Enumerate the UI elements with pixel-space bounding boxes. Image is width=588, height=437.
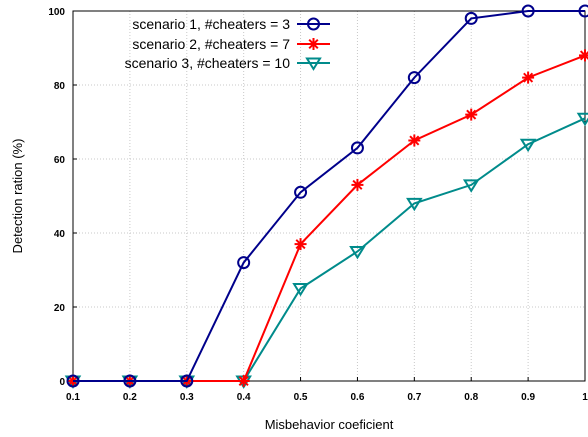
series-2-point [522, 71, 535, 84]
y-tick-label: 60 [54, 155, 66, 166]
series-2-line [73, 54, 586, 382]
series-1-point [407, 71, 421, 85]
series-3-point [406, 197, 423, 212]
series-3-point [349, 246, 366, 260]
x-tick-label: 0.7 [407, 392, 421, 403]
axis-ticks: 0.1 0.2 0.3 0.4 0.5 0.6 0.7 0.8 0.9 1 0 20 40 60 80 100 [48, 7, 588, 403]
y-tick-label: 100 [48, 7, 65, 18]
series-1-line [73, 10, 585, 382]
y-tick-label: 80 [54, 81, 66, 92]
legend-label-2: scenario 2, #cheaters = 7 [132, 36, 290, 52]
y-tick-label: 40 [54, 229, 66, 240]
series-3-point [576, 112, 588, 127]
x-tick-label: 0.2 [123, 392, 137, 403]
legend: scenario 1, #cheaters = 3 scenario 2, #ch… [125, 16, 330, 71]
series-lines [64, 4, 588, 389]
grid [73, 11, 585, 381]
series-2-point [351, 178, 364, 191]
series-2-point [408, 134, 421, 147]
x-tick-label: 0.1 [66, 392, 80, 403]
series-3-point [292, 283, 309, 297]
legend-label-1: scenario 1, #cheaters = 3 [132, 16, 290, 32]
series-2-point [294, 238, 307, 251]
y-tick-label: 20 [54, 303, 66, 314]
x-axis-title: Misbehavior coeficient [265, 417, 394, 432]
legend-swatch-marker-2 [307, 38, 320, 50]
x-tick-label: 0.9 [521, 392, 535, 403]
series-1-point [66, 374, 80, 388]
series-1-point [123, 374, 137, 388]
series-1-point [464, 11, 478, 25]
plot-frame [72, 10, 586, 382]
legend-swatch-marker-1 [307, 17, 320, 31]
series-3-line [73, 117, 586, 382]
series-2-point [579, 49, 588, 62]
legend-swatch-marker-3 [305, 57, 322, 71]
y-tick-label: 0 [59, 377, 65, 388]
series-1-point [294, 185, 308, 199]
series-3 [64, 112, 588, 389]
x-tick-label: 1 [582, 392, 588, 403]
x-tick-label: 0.8 [464, 392, 478, 403]
series-2-point [237, 375, 250, 387]
x-tick-label: 0.6 [350, 392, 364, 403]
series-1-point [180, 374, 194, 388]
series-1-point [521, 4, 535, 18]
x-tick-label: 0.4 [237, 392, 251, 403]
y-axis-title: Detection ration (%) [10, 139, 25, 254]
series-2 [67, 49, 588, 387]
series-3-point [519, 138, 537, 153]
x-tick-label: 0.3 [180, 392, 194, 403]
series-2-point [465, 108, 478, 121]
series-1-point [578, 4, 588, 18]
legend-label-3: scenario 3, #cheaters = 10 [125, 55, 291, 71]
series-1-point [350, 141, 364, 155]
x-tick-label: 0.5 [294, 392, 308, 403]
series-1 [66, 4, 588, 388]
series-3-point [462, 179, 480, 193]
series-1-point [237, 256, 251, 270]
